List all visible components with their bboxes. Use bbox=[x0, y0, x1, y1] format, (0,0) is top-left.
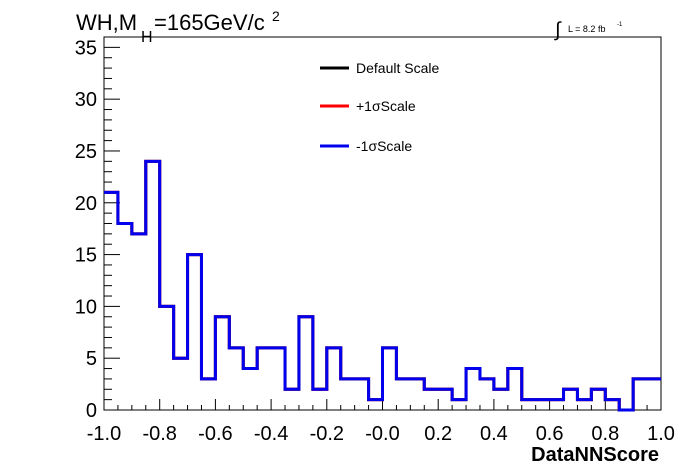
title-rest: =165GeV/c bbox=[154, 10, 265, 35]
y-tick-labels: 0 5 10 15 20 25 30 35 bbox=[75, 37, 97, 422]
y-tick-label: 15 bbox=[75, 245, 97, 267]
histogram-series bbox=[104, 159, 661, 412]
x-tick-label: 1.0 bbox=[647, 423, 675, 445]
lumi-text: L = 8.2 fb bbox=[568, 24, 605, 34]
lumi-integral: ∫ bbox=[554, 19, 562, 41]
legend: Default Scale +1σScale -1σScale bbox=[320, 60, 439, 154]
y-tick-label: 20 bbox=[75, 193, 97, 215]
y-tick-label: 0 bbox=[86, 400, 97, 422]
legend-label-default: Default Scale bbox=[356, 60, 439, 76]
x-tick-label: -0.2 bbox=[310, 423, 344, 445]
x-tick-label: 0.6 bbox=[536, 423, 564, 445]
legend-label-plus1sigma: +1σScale bbox=[356, 98, 416, 114]
luminosity-label: ∫ L = 8.2 fb -1 bbox=[554, 19, 623, 41]
x-axis-label: DataNNScore bbox=[531, 444, 659, 466]
y-tick-label: 35 bbox=[75, 37, 97, 59]
title-superscript: 2 bbox=[272, 8, 280, 24]
x-tick-label: 0.2 bbox=[424, 423, 452, 445]
y-tick-label: 5 bbox=[86, 348, 97, 370]
histogram-line-minus1sigma bbox=[104, 159, 661, 412]
x-tick-label: -1.0 bbox=[87, 423, 121, 445]
y-tick-label: 25 bbox=[75, 141, 97, 163]
x-tick-label: 0.4 bbox=[480, 423, 508, 445]
axis-ticks bbox=[103, 36, 662, 411]
x-tick-labels: -1.0 -0.8 -0.6 -0.4 -0.2 -0.0 0.2 0.4 0.6 0.8 1.0 bbox=[87, 423, 675, 445]
x-tick-label: 0.8 bbox=[591, 423, 619, 445]
x-tick-label: -0.4 bbox=[254, 423, 288, 445]
x-tick-label: -0.8 bbox=[142, 423, 176, 445]
y-tick-label: 10 bbox=[75, 296, 97, 318]
legend-label-minus1sigma: -1σScale bbox=[356, 138, 412, 154]
lumi-superscript: -1 bbox=[617, 22, 623, 28]
x-tick-label: -0.0 bbox=[365, 423, 399, 445]
title-main: WH,M bbox=[76, 10, 137, 35]
x-tick-label: -0.6 bbox=[198, 423, 232, 445]
y-tick-label: 30 bbox=[75, 89, 97, 111]
